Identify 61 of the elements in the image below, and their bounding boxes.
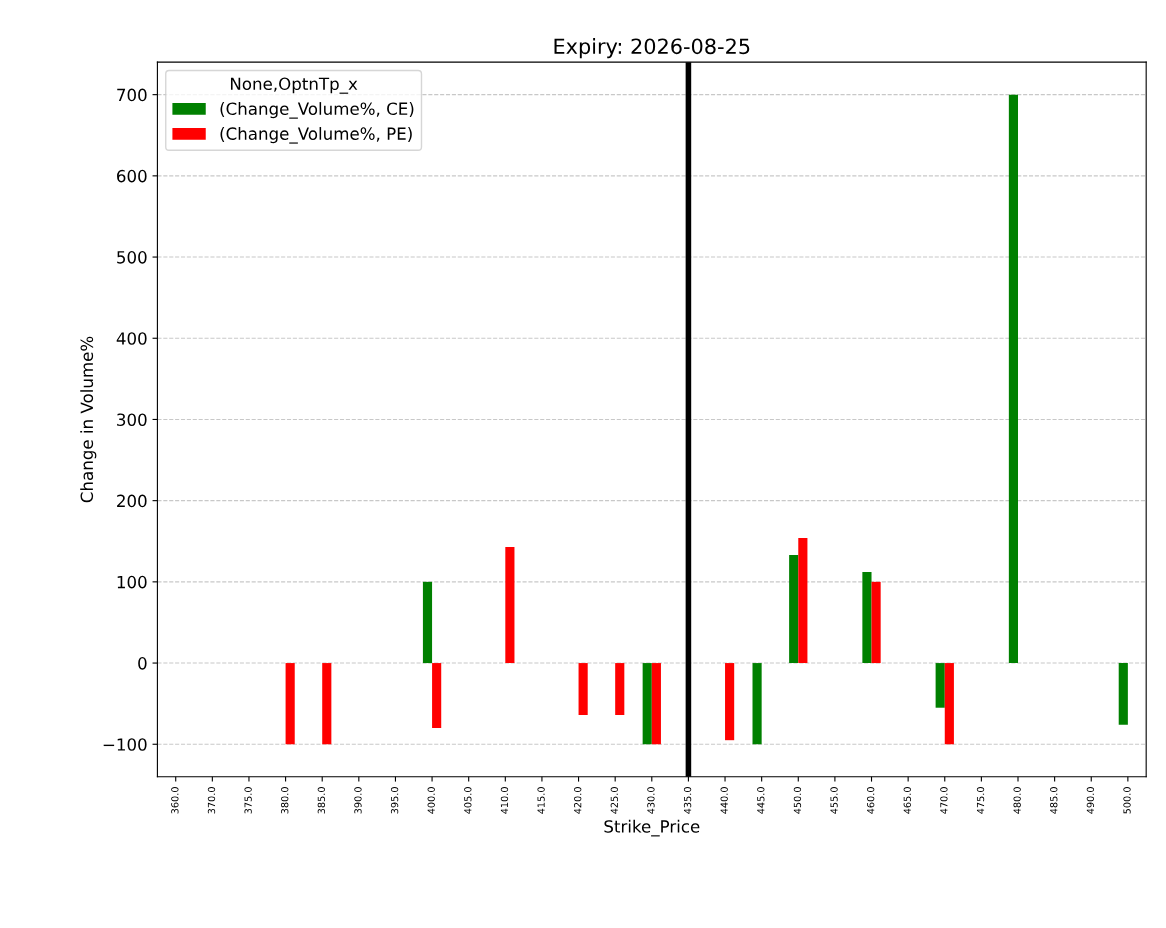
x-tick-label: 450.0 [793,787,802,814]
x-tick-label: 400.0 [427,787,435,814]
x-tick-label: 445.0 [757,787,765,814]
bar [871,581,881,664]
bar [642,663,652,745]
y-tick-label: 0 [138,657,147,670]
x-tick-label: 395.0 [390,787,399,814]
bar [798,538,808,664]
y-tick-label: 600 [117,169,147,183]
y-axis-title: Change in Volume% [80,336,97,503]
x-tick-label: 375.0 [244,787,252,814]
bar [432,663,442,729]
x-tick-label: 475.0 [976,787,985,814]
bar [578,663,588,716]
x-tick-label: 425.0 [610,787,618,814]
legend-label: (Change_Volume%, PE) [220,127,412,144]
bar [1008,94,1018,664]
legend-label: (Change_Volume%, CE) [220,102,414,119]
chart-title: Expiry: 2026-08-25 [554,38,750,59]
x-tick-label: 390.0 [354,787,362,814]
x-tick-label: 470.0 [940,787,948,814]
x-tick-label: 435.0 [683,787,692,814]
bar [285,663,295,745]
x-tick-label: 370.0 [207,787,216,814]
x-tick-label: 440.0 [720,787,728,814]
x-tick-label: 420.0 [574,787,582,814]
legend-title: None,OptnTp_x [230,77,358,94]
x-tick-label: 480.0 [1013,787,1021,814]
x-tick-label: 360.0 [171,787,179,814]
bar [944,663,954,745]
x-tick-label: 410.0 [500,787,509,814]
x-tick-label: 430.0 [647,787,655,814]
bar [651,663,661,745]
x-axis-title: Strike_Price [604,819,700,837]
x-tick-label: 490.0 [1086,787,1095,814]
x-tick-label: 485.0 [1050,787,1058,814]
y-tick-label: −100 [103,738,147,751]
x-tick-label: 465.0 [903,787,911,814]
y-tick-label: 300 [117,413,147,427]
x-tick-label: 415.0 [537,787,545,814]
x-tick-label: 460.0 [866,787,875,814]
bar [862,572,872,664]
bar [505,546,515,664]
bar [789,555,799,664]
bar [615,663,625,716]
y-tick-label: 100 [117,575,147,589]
x-tick-label: 455.0 [830,787,838,814]
y-tick-label: 200 [117,494,147,508]
bar [1118,663,1128,725]
x-tick-label: 500.0 [1123,787,1131,814]
bar [752,663,762,745]
bar [322,663,332,745]
y-tick-label: 500 [117,251,147,264]
y-tick-label: 700 [117,88,147,102]
y-tick-label: 400 [116,332,147,345]
x-tick-label: 405.0 [464,787,472,814]
bar [935,663,945,708]
x-tick-label: 380.0 [281,787,289,814]
bar [725,663,735,741]
bar [422,581,433,664]
x-tick-label: 385.0 [317,787,326,814]
